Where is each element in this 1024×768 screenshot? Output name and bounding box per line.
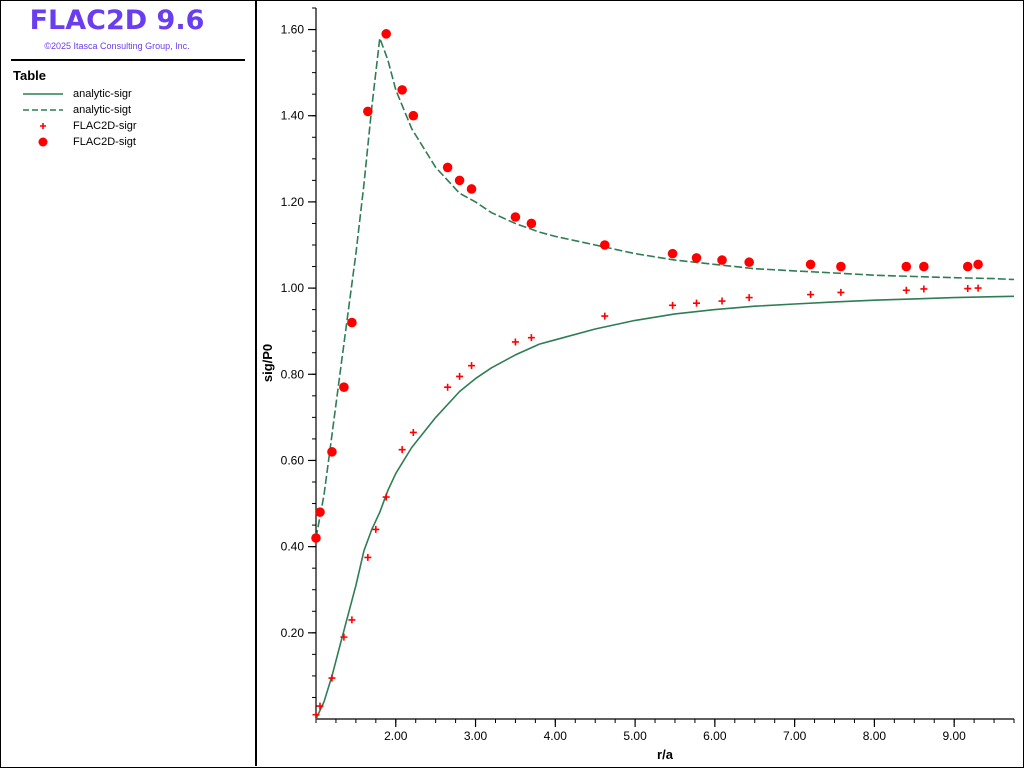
dot-marker-icon xyxy=(38,137,48,147)
data-point-flac2d-sigt xyxy=(526,218,537,229)
data-point-flac2d-sigr xyxy=(312,711,320,719)
data-point-flac2d-sigt xyxy=(363,106,373,117)
data-point-flac2d-sigt xyxy=(442,162,453,173)
series-line-analytic-sigt xyxy=(315,37,1015,539)
data-point-flac2d-sigr xyxy=(444,383,452,391)
data-point-flac2d-sigr xyxy=(527,334,535,342)
dashed-line-icon xyxy=(23,109,63,111)
x-tick-label: 6.00 xyxy=(703,729,727,743)
data-point-flac2d-sigt xyxy=(311,533,321,543)
y-tick-label: 1.40 xyxy=(281,109,305,123)
data-point-flac2d-sigt xyxy=(691,253,702,263)
data-point-flac2d-sigr xyxy=(902,286,910,294)
data-point-flac2d-sigr xyxy=(468,362,476,370)
data-point-flac2d-sigr xyxy=(745,294,753,302)
data-point-flac2d-sigr xyxy=(456,372,464,380)
y-tick-label: 0.60 xyxy=(281,453,305,467)
data-point-flac2d-sigr xyxy=(718,297,726,305)
data-point-flac2d-sigr xyxy=(511,338,519,346)
data-point-flac2d-sigt xyxy=(466,184,477,194)
y-axis-title: sig/P0 xyxy=(260,344,275,382)
data-point-flac2d-sigr xyxy=(398,446,406,454)
data-point-flac2d-sigt xyxy=(973,259,983,270)
legend-label: FLAC2D-sigr xyxy=(73,120,137,132)
data-point-flac2d-sigr xyxy=(964,285,972,293)
data-point-flac2d-sigr xyxy=(693,299,701,307)
y-tick-label: 1.60 xyxy=(281,23,305,37)
data-point-flac2d-sigt xyxy=(599,240,610,250)
data-point-flac2d-sigt xyxy=(454,175,465,186)
app-title: FLAC2D 9.6 xyxy=(29,5,205,36)
legend-label: analytic-sigt xyxy=(73,104,132,116)
data-point-flac2d-sigr xyxy=(920,285,928,293)
y-tick-label: 0.40 xyxy=(281,540,305,554)
data-point-flac2d-sigt xyxy=(744,257,754,268)
data-point-flac2d-sigt xyxy=(327,447,337,457)
data-point-flac2d-sigr xyxy=(601,312,609,320)
data-point-flac2d-sigt xyxy=(408,110,419,121)
data-point-flac2d-sigt xyxy=(510,212,521,222)
data-point-flac2d-sigr xyxy=(372,525,380,533)
data-point-flac2d-sigr xyxy=(409,428,417,436)
y-tick-label: 0.80 xyxy=(281,367,305,381)
y-tick-label: 0.20 xyxy=(281,626,305,640)
legend-label: FLAC2D-sigt xyxy=(73,136,136,148)
x-tick-label: 8.00 xyxy=(863,729,887,743)
y-tick-label: 1.00 xyxy=(281,281,305,295)
x-axis-title: r/a xyxy=(657,747,674,762)
data-point-flac2d-sigt xyxy=(805,259,816,270)
data-point-flac2d-sigt xyxy=(381,29,391,39)
x-tick-label: 2.00 xyxy=(384,729,408,743)
data-point-flac2d-sigr xyxy=(382,493,390,501)
x-tick-label: 9.00 xyxy=(942,729,966,743)
y-tick-label: 1.20 xyxy=(281,195,305,209)
legend-panel: FLAC2D 9.6 ©2025 Itasca Consulting Group… xyxy=(1,1,257,766)
legend-title: Table xyxy=(13,68,46,83)
data-point-flac2d-sigt xyxy=(717,255,727,265)
x-tick-label: 4.00 xyxy=(544,729,568,743)
data-point-flac2d-sigr xyxy=(807,291,815,299)
data-point-flac2d-sigt xyxy=(901,261,912,272)
major-ticks: 2.00 3.00 4.00 5.00 6.00 7.00 8.00 9.00 0.20 0.40… xyxy=(281,23,967,743)
data-point-flac2d-sigt xyxy=(397,85,407,95)
data-point-flac2d-sigr xyxy=(364,553,372,561)
data-point-flac2d-sigr xyxy=(669,301,677,309)
data-point-flac2d-sigr xyxy=(316,702,324,710)
solid-line-icon xyxy=(23,93,63,95)
x-tick-label: 5.00 xyxy=(623,729,647,743)
data-point-flac2d-sigt xyxy=(339,382,349,393)
x-tick-label: 3.00 xyxy=(464,729,488,743)
data-point-flac2d-sigr xyxy=(328,674,336,682)
data-point-flac2d-sigt xyxy=(347,317,357,328)
legend-label: analytic-sigr xyxy=(73,88,132,100)
series-layer xyxy=(311,29,1015,720)
data-point-flac2d-sigt xyxy=(667,248,678,259)
data-point-flac2d-sigt xyxy=(315,507,325,517)
title-divider xyxy=(11,59,245,61)
data-point-flac2d-sigr xyxy=(837,288,845,296)
data-point-flac2d-sigr xyxy=(340,633,348,641)
copyright-text: ©2025 Itasca Consulting Group, Inc. xyxy=(44,41,190,51)
x-tick-label: 7.00 xyxy=(783,729,807,743)
data-point-flac2d-sigr xyxy=(974,284,982,292)
plus-marker-icon xyxy=(40,123,46,129)
series-line-analytic-sigr xyxy=(315,295,1015,720)
data-point-flac2d-sigt xyxy=(962,261,973,272)
data-point-flac2d-sigt xyxy=(836,261,846,272)
data-point-flac2d-sigt xyxy=(919,261,929,272)
data-point-flac2d-sigr xyxy=(348,616,356,624)
